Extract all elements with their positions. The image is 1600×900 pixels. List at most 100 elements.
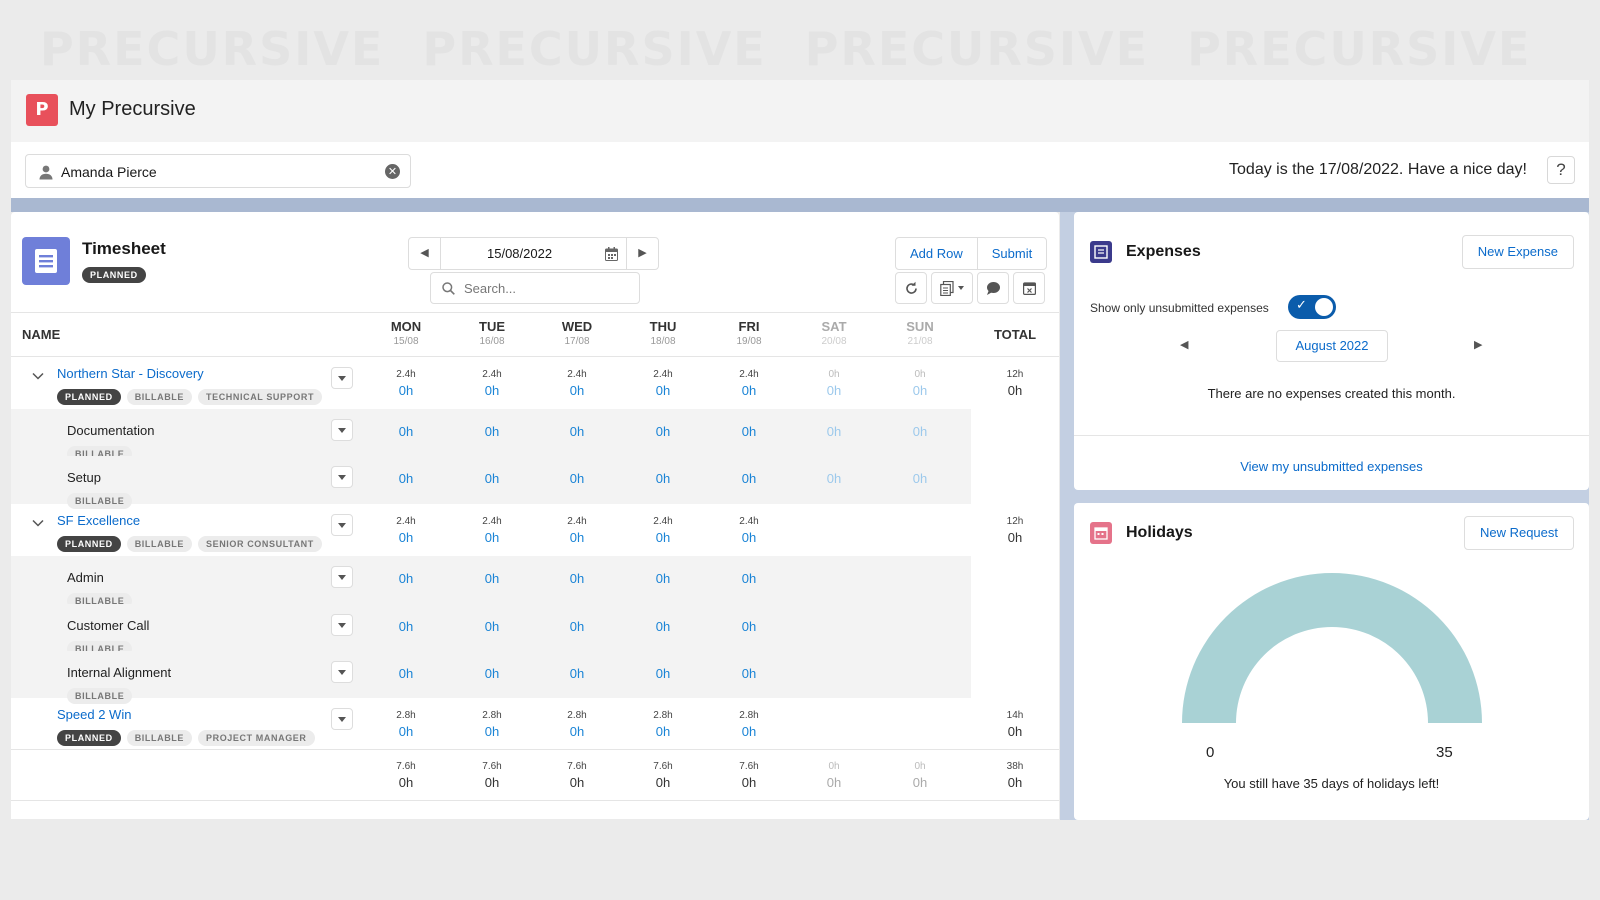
row-menu-button[interactable] (331, 514, 353, 536)
calendar-delete-button[interactable] (1013, 272, 1045, 304)
logged-hours[interactable]: 0h (741, 530, 757, 545)
logged-hours[interactable]: 0h (398, 383, 414, 398)
expenses-month[interactable]: August 2022 (1276, 330, 1388, 362)
logged-hours[interactable]: 0h (398, 424, 414, 439)
time-cell[interactable]: 0h (706, 571, 792, 586)
project-name[interactable]: Northern Star - Discovery (57, 366, 204, 381)
time-cell[interactable]: 2.4h 0h (534, 369, 620, 398)
time-cell[interactable]: 0h (363, 666, 449, 681)
time-cell[interactable]: 0h (534, 666, 620, 681)
logged-hours[interactable]: 0h (826, 383, 842, 398)
logged-hours[interactable]: 0h (398, 724, 414, 739)
logged-hours[interactable]: 0h (655, 571, 671, 586)
search-input[interactable]: Search... (430, 272, 640, 304)
logged-hours[interactable]: 0h (398, 571, 414, 586)
time-cell[interactable]: 0h (449, 424, 535, 439)
new-expense-button[interactable]: New Expense (1461, 235, 1574, 269)
logged-hours[interactable]: 0h (741, 383, 757, 398)
time-cell[interactable]: 0h (449, 471, 535, 486)
logged-hours[interactable]: 0h (569, 724, 585, 739)
time-cell[interactable]: 0h (534, 571, 620, 586)
logged-hours[interactable]: 0h (826, 424, 842, 439)
time-cell[interactable]: 2.4h 0h (449, 369, 535, 398)
time-cell[interactable]: 2.8h 0h (706, 710, 792, 739)
time-cell[interactable]: 0h (877, 471, 963, 486)
time-cell[interactable]: 0h (449, 619, 535, 634)
time-cell[interactable]: 2.8h 0h (449, 710, 535, 739)
week-start-date[interactable]: 15/08/2022 (487, 246, 553, 261)
view-unsubmitted-expenses-link[interactable]: View my unsubmitted expenses (1240, 459, 1423, 474)
logged-hours[interactable]: 0h (484, 383, 500, 398)
logged-hours[interactable]: 0h (741, 471, 757, 486)
time-cell[interactable]: 2.8h 0h (363, 710, 449, 739)
clear-icon[interactable]: ✕ (385, 164, 400, 179)
user-selector[interactable]: Amanda Pierce ✕ (25, 154, 411, 188)
row-menu-button[interactable] (331, 466, 353, 488)
time-cell[interactable]: 0h (706, 619, 792, 634)
time-cell[interactable]: 2.4h 0h (620, 369, 706, 398)
new-request-button[interactable]: New Request (1463, 516, 1574, 550)
time-cell[interactable]: 2.4h 0h (706, 516, 792, 545)
row-menu-button[interactable] (331, 367, 353, 389)
logged-hours[interactable]: 0h (741, 424, 757, 439)
logged-hours[interactable]: 0h (741, 724, 757, 739)
logged-hours[interactable]: 0h (741, 571, 757, 586)
next-week-button[interactable]: ▶ (626, 238, 658, 269)
logged-hours[interactable]: 0h (741, 619, 757, 634)
time-cell[interactable]: 0h (363, 471, 449, 486)
logged-hours[interactable]: 0h (398, 619, 414, 634)
logged-hours[interactable]: 0h (398, 530, 414, 545)
logged-hours[interactable]: 0h (398, 666, 414, 681)
copy-menu-button[interactable] (931, 272, 973, 304)
row-menu-button[interactable] (331, 708, 353, 730)
logged-hours[interactable]: 0h (655, 424, 671, 439)
row-menu-button[interactable] (331, 614, 353, 636)
time-cell[interactable]: 0h (363, 619, 449, 634)
logged-hours[interactable]: 0h (569, 383, 585, 398)
submit-button[interactable]: Submit (976, 238, 1046, 269)
comments-button[interactable] (977, 272, 1009, 304)
time-cell[interactable]: 0h (534, 471, 620, 486)
logged-hours[interactable]: 0h (912, 471, 928, 486)
time-cell[interactable]: 2.4h 0h (620, 516, 706, 545)
row-menu-button[interactable] (331, 419, 353, 441)
row-menu-button[interactable] (331, 661, 353, 683)
next-month-button[interactable]: ▶ (1474, 339, 1483, 351)
time-cell[interactable]: 2.8h 0h (534, 710, 620, 739)
logged-hours[interactable]: 0h (484, 571, 500, 586)
logged-hours[interactable]: 0h (655, 619, 671, 634)
time-cell[interactable]: 2.4h 0h (706, 369, 792, 398)
logged-hours[interactable]: 0h (655, 666, 671, 681)
time-cell[interactable]: 2.4h 0h (534, 516, 620, 545)
chevron-down-icon[interactable] (31, 516, 45, 530)
time-cell[interactable]: 0h (449, 571, 535, 586)
time-cell[interactable]: 0h 0h (791, 369, 877, 398)
logged-hours[interactable]: 0h (484, 530, 500, 545)
time-cell[interactable]: 2.8h 0h (620, 710, 706, 739)
time-cell[interactable]: 0h (706, 471, 792, 486)
time-cell[interactable]: 0h (791, 424, 877, 439)
time-cell[interactable]: 0h (363, 424, 449, 439)
logged-hours[interactable]: 0h (655, 383, 671, 398)
time-cell[interactable]: 2.4h 0h (363, 369, 449, 398)
time-cell[interactable]: 0h (620, 666, 706, 681)
time-cell[interactable]: 2.4h 0h (449, 516, 535, 545)
time-cell[interactable]: 0h (620, 424, 706, 439)
time-cell[interactable]: 0h (791, 471, 877, 486)
time-cell[interactable]: 0h (706, 666, 792, 681)
add-row-button[interactable]: Add Row (910, 246, 963, 261)
logged-hours[interactable]: 0h (484, 619, 500, 634)
logged-hours[interactable]: 0h (569, 619, 585, 634)
unsubmitted-toggle[interactable]: ✓ (1288, 295, 1336, 319)
logged-hours[interactable]: 0h (569, 571, 585, 586)
logged-hours[interactable]: 0h (484, 724, 500, 739)
logged-hours[interactable]: 0h (655, 530, 671, 545)
time-cell[interactable]: 0h (534, 619, 620, 634)
refresh-button[interactable] (895, 272, 927, 304)
logged-hours[interactable]: 0h (398, 471, 414, 486)
logged-hours[interactable]: 0h (569, 424, 585, 439)
logged-hours[interactable]: 0h (569, 471, 585, 486)
project-name[interactable]: Speed 2 Win (57, 707, 132, 722)
help-button[interactable]: ? (1547, 156, 1575, 184)
logged-hours[interactable]: 0h (569, 530, 585, 545)
